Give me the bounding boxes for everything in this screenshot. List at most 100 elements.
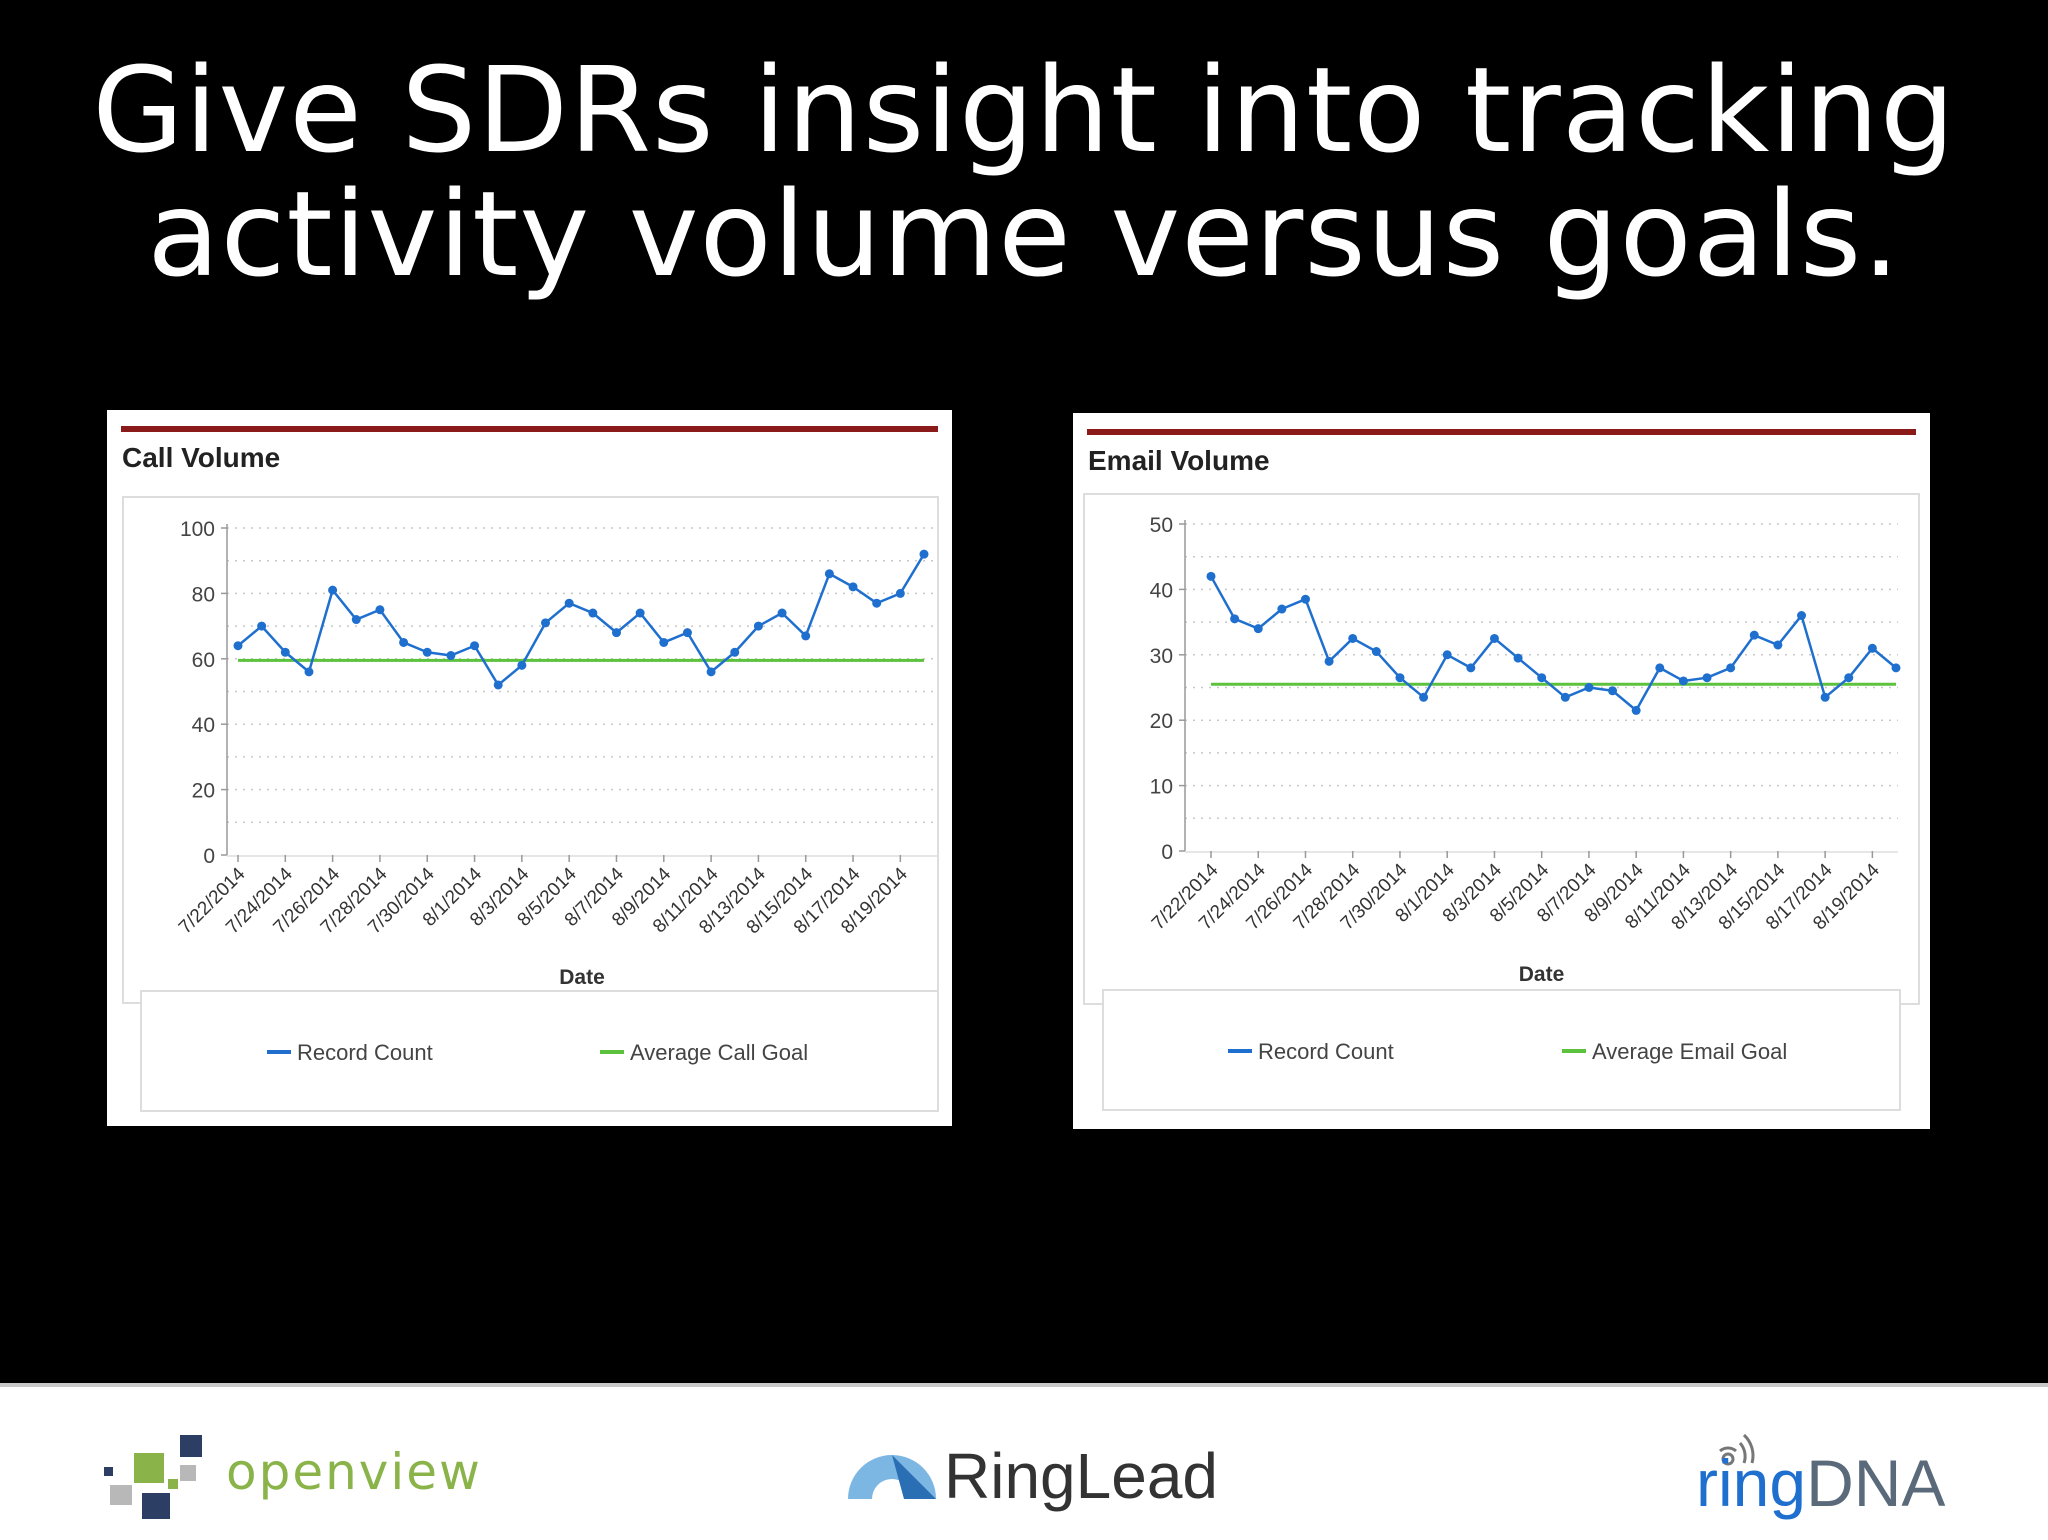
data-point-record-count [659,637,669,647]
card-accent-bar [1087,429,1916,435]
chart-frame [122,496,939,1004]
series-line-record-count [237,553,926,687]
legend-swatch-record [267,1050,291,1055]
data-point-record-count [1702,673,1712,683]
ringdna-ring-text: ring [1696,1446,1807,1520]
chart-legend: Record Count Average Call Goal [140,990,939,1112]
slide-title-line-2: activity volume versus goals. [147,165,1901,303]
y-tick-label: 60 [192,649,215,672]
data-point-record-count [470,641,480,651]
y-tick-label: 100 [180,518,215,541]
data-point-record-count [564,598,574,608]
signal-waves-icon [1719,1433,1755,1466]
y-tick-label: 80 [192,583,215,606]
ringdna-dna-text: DNA [1806,1446,1946,1520]
data-point-record-count [422,647,432,657]
call-volume-chart: 0204060801007/22/20147/24/20147/26/20147… [175,518,937,989]
data-point-record-count [1773,640,1783,650]
data-point-record-count [1371,647,1381,657]
legend-item-record-count: Record Count [1228,1039,1394,1065]
chart-frame [1083,493,1920,1005]
data-point-record-count [446,651,456,661]
email-volume-chart: 010203040507/22/20147/24/20147/26/20147/… [1148,514,1901,986]
data-point-record-count [1560,692,1570,702]
legend-label: Average Call Goal [630,1040,809,1065]
data-point-record-count [1797,611,1807,621]
data-point-record-count [1608,686,1618,696]
legend-swatch-goal [1562,1049,1586,1054]
ringlead-gauge-icon [848,1455,936,1499]
data-point-record-count [257,621,267,631]
x-axis-title: Date [559,966,605,989]
data-point-record-count [1891,663,1901,673]
series-line-record-count [1209,575,1897,712]
ringlead-wordmark: RingLead [944,1440,1218,1512]
data-point-record-count [517,660,527,670]
legend-label: Average Email Goal [1592,1039,1788,1064]
ringdna-wordmark: ringDNA [1696,1445,1945,1521]
data-point-record-count [280,647,290,657]
chart-title: Call Volume [122,442,281,473]
call-volume-card: Call Volume 0 20 40 60 80 100 7/22/2014 7/24/20… [107,410,952,1126]
y-tick-label: 20 [192,780,215,803]
data-point-record-count [399,637,409,647]
card-accent-bar [121,426,938,432]
data-point-record-count [541,618,551,628]
data-point-record-count [1230,614,1240,624]
data-point-record-count [872,598,882,608]
data-point-record-count [1300,594,1310,604]
data-point-record-count [493,680,503,690]
data-point-record-count [1277,604,1287,614]
data-point-record-count [801,631,811,641]
data-point-record-count [1537,673,1547,683]
y-tick-label: 50 [1150,514,1173,537]
data-point-record-count [588,608,598,618]
data-point-record-count [1820,692,1830,702]
data-point-record-count [1348,633,1358,643]
data-point-record-count [1726,663,1736,673]
openview-logo: openview [104,1435,480,1530]
legend-item-average-goal: Average Call Goal [600,1040,808,1066]
data-point-record-count [1867,643,1877,653]
slide-title-line-1: Give SDRs insight into tracking [92,41,1956,179]
data-point-record-count [1324,656,1334,666]
slide-title: Give SDRs insight into tracking activity… [0,48,2048,296]
data-point-record-count [1655,663,1665,673]
data-point-record-count [848,582,858,592]
footer-logo-bar: openview RingLead ringDNA [0,1383,2048,1540]
legend-swatch-record [1228,1049,1252,1054]
data-point-record-count [375,605,385,615]
data-point-record-count [351,615,361,625]
data-point-record-count [706,667,716,677]
y-tick-label: 0 [203,845,215,868]
legend-swatch-goal [600,1050,624,1055]
data-point-record-count [611,628,621,638]
data-point-record-count [1749,630,1759,640]
data-point-record-count [1419,692,1429,702]
data-point-record-count [1631,705,1641,715]
data-point-record-count [1844,673,1854,683]
data-point-record-count [1253,624,1263,634]
y-tick-label: 0 [1161,841,1173,864]
chart-title: Email Volume [1088,445,1270,476]
data-point-record-count [1678,676,1688,686]
legend-label: Record Count [1258,1039,1394,1064]
data-point-record-count [1466,663,1476,673]
y-tick-label: 30 [1150,645,1173,668]
y-tick-label: 40 [1150,579,1173,602]
data-point-record-count [1395,673,1405,683]
openview-wordmark: openview [226,1443,482,1501]
data-point-record-count [895,588,905,598]
data-point-record-count [1513,653,1523,663]
y-tick-label: 40 [192,714,215,737]
data-point-record-count [682,628,692,638]
data-point-record-count [730,647,740,657]
legend-item-average-goal: Average Email Goal [1562,1039,1787,1065]
data-point-record-count [777,608,787,618]
data-point-record-count [1206,571,1216,581]
data-point-record-count [304,667,314,677]
x-axis-title: Date [1519,963,1565,986]
data-point-record-count [919,549,929,559]
data-point-record-count [233,641,243,651]
data-point-record-count [328,585,338,595]
